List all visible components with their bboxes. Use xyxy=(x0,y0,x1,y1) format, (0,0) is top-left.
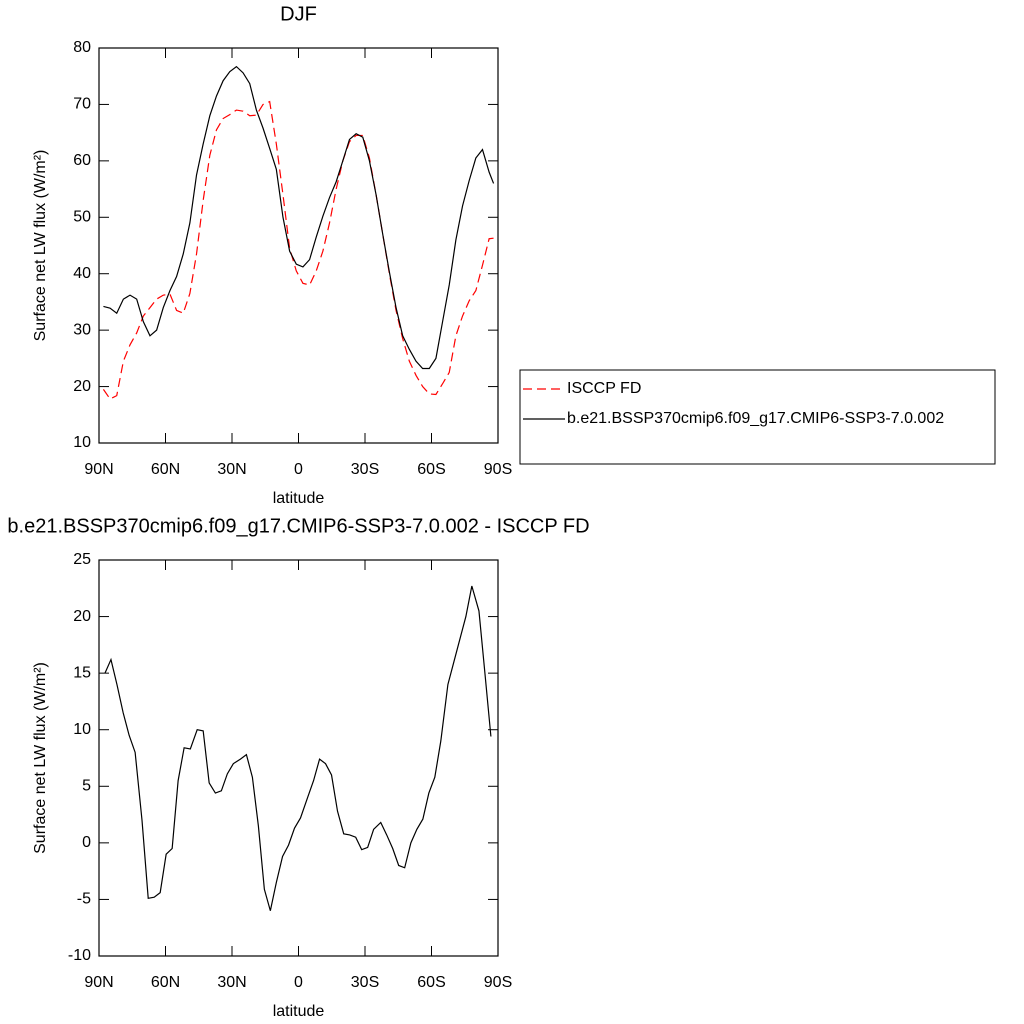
y-axis-label: Surface net LW flux (W/m²) xyxy=(32,662,49,854)
y-tick-label: 50 xyxy=(73,209,91,226)
x-tick-label: 60S xyxy=(417,461,445,478)
y-tick-label: 70 xyxy=(73,96,91,113)
y-tick-label: 0 xyxy=(82,834,91,851)
series-line xyxy=(103,65,495,370)
y-tick-label: -5 xyxy=(77,891,91,908)
x-axis-label: latitude xyxy=(273,490,325,507)
x-tick-label: 90S xyxy=(484,974,512,991)
x-tick-label: 0 xyxy=(294,461,303,478)
legend-label: b.e21.BSSP370cmip6.f09_g17.CMIP6-SSP3-7.… xyxy=(567,410,944,427)
x-tick-label: 30S xyxy=(351,974,379,991)
y-tick-label: 40 xyxy=(73,265,91,282)
y-axis-label: Surface net LW flux (W/m²) xyxy=(32,150,49,342)
y-tick-label: 5 xyxy=(82,778,91,795)
x-tick-label: 90N xyxy=(84,974,113,991)
x-tick-label: 0 xyxy=(294,974,303,991)
x-tick-label: 30N xyxy=(217,974,246,991)
y-tick-label: 30 xyxy=(73,321,91,338)
x-tick-label: 60S xyxy=(417,974,445,991)
y-tick-label: -10 xyxy=(68,947,91,964)
y-tick-label: 10 xyxy=(73,721,91,738)
chart-title: b.e21.BSSP370cmip6.f09_g17.CMIP6-SSP3-7.… xyxy=(7,515,589,537)
y-tick-label: 80 xyxy=(73,39,91,56)
x-tick-label: 60N xyxy=(151,974,180,991)
plot-frame xyxy=(98,559,499,957)
x-tick-label: 90N xyxy=(84,461,113,478)
y-tick-label: 60 xyxy=(73,152,91,169)
y-tick-label: 15 xyxy=(73,664,91,681)
x-tick-label: 60N xyxy=(151,461,180,478)
x-tick-label: 90S xyxy=(484,461,512,478)
y-tick-label: 20 xyxy=(73,608,91,625)
legend-frame xyxy=(519,369,996,465)
y-tick-label: 25 xyxy=(73,551,91,568)
plot-frame xyxy=(98,47,499,444)
series-line xyxy=(104,585,492,911)
y-tick-label: 20 xyxy=(73,378,91,395)
chart-title: DJF xyxy=(280,3,317,25)
x-tick-label: 30S xyxy=(351,461,379,478)
series-line xyxy=(102,100,494,400)
x-tick-label: 30N xyxy=(217,461,246,478)
y-tick-label: 10 xyxy=(73,434,91,451)
legend-label: ISCCP FD xyxy=(567,380,641,397)
x-axis-label: latitude xyxy=(273,1003,325,1020)
